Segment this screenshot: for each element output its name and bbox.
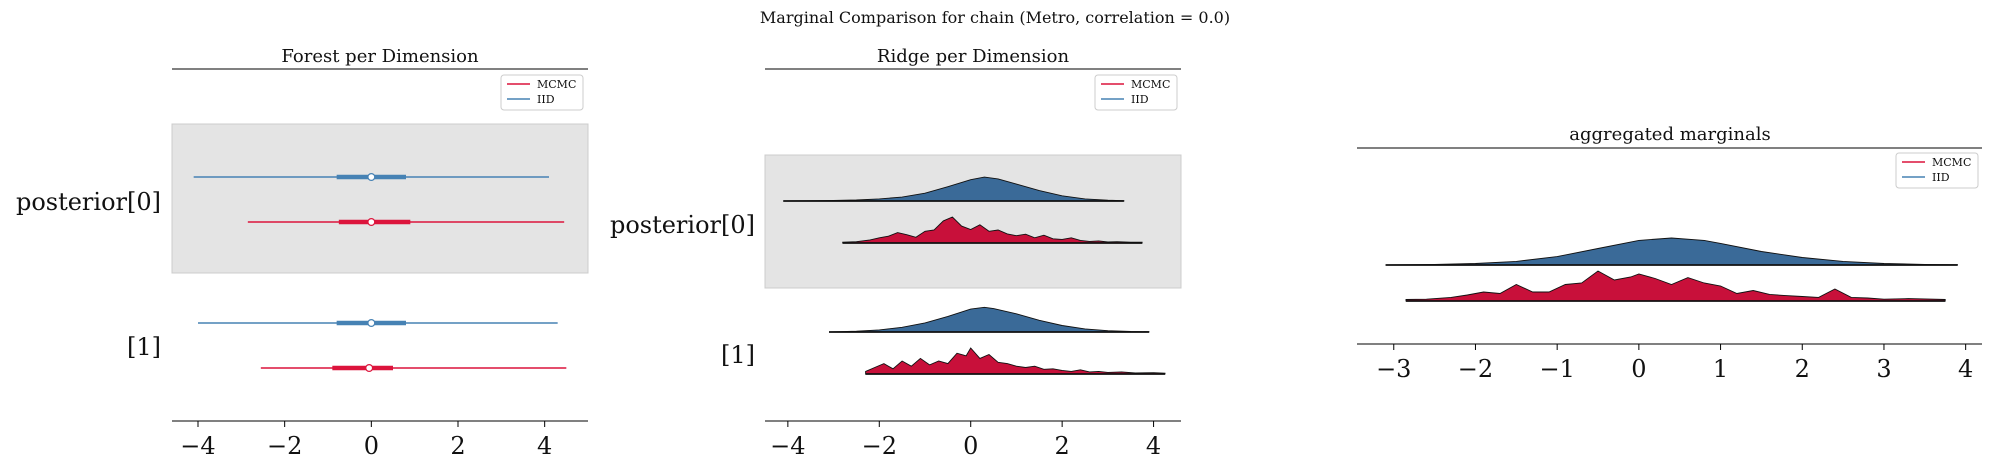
median-iid	[367, 173, 376, 182]
figure-suptitle: Marginal Comparison for chain (Metro, co…	[760, 8, 1230, 27]
legend-label-iid: IID	[1131, 93, 1149, 106]
legend-label-iid: IID	[1932, 171, 1950, 184]
panel-aggregated: aggregated marginals −3 −2 −1 0 1 2 3 4 MCMC II…	[1357, 124, 1982, 383]
x-tick-label: 1	[1713, 355, 1728, 383]
panel-forest: Forest per Dimension posterior[0] [1] −4…	[16, 46, 589, 460]
legend-label-mcmc: MCMC	[1932, 156, 1971, 169]
panel-title: aggregated marginals	[1569, 124, 1770, 145]
forest-marks	[193, 173, 567, 373]
legend-label-mcmc: MCMC	[1131, 78, 1170, 91]
x-tick-label: 2	[1795, 355, 1810, 383]
ridge-area-mcmc	[1405, 270, 1946, 302]
x-tick-label: 0	[963, 432, 978, 460]
ridge-area-iid	[828, 306, 1150, 333]
x-tick-label: −2	[267, 432, 302, 460]
panel-ridge: Ridge per Dimension posterior[0] [1] −4−…	[610, 46, 1182, 460]
legend: MCMC IID	[500, 74, 584, 111]
median-mcmc	[365, 364, 374, 373]
median-mcmc	[367, 218, 376, 227]
x-tick-label: −1	[1539, 355, 1574, 383]
legend-label-iid: IID	[537, 93, 555, 106]
ridge-marks	[783, 176, 1166, 375]
x-ticks: −4 −2 0 2 4	[180, 421, 552, 460]
x-tick-label: −4	[770, 432, 805, 460]
x-tick-label: 3	[1876, 355, 1891, 383]
ridge-marks	[1385, 237, 1958, 302]
x-tick-label: −2	[1458, 355, 1493, 383]
ylabel-dim1: [1]	[127, 333, 161, 361]
median-iid	[367, 319, 376, 328]
highlight-band-posterior0	[171, 123, 589, 274]
ylabel-posterior0: posterior[0]	[16, 188, 161, 216]
ridge-area-iid	[1385, 237, 1958, 266]
x-tick-label: 4	[537, 432, 552, 460]
ylabel-dim1: [1]	[721, 341, 755, 369]
ridge-area-mcmc	[842, 216, 1143, 244]
x-tick-label: −2	[862, 432, 897, 460]
legend: MCMC IID	[1895, 152, 1979, 189]
x-tick-label: 4	[1958, 355, 1973, 383]
x-tick-label: 0	[364, 432, 379, 460]
x-tick-label: 2	[1055, 432, 1070, 460]
x-tick-label: 2	[450, 432, 465, 460]
x-tick-label: 0	[1631, 355, 1646, 383]
ridge-area-mcmc	[865, 347, 1166, 375]
x-ticks: −3 −2 −1 0 1 2 3 4	[1376, 344, 1973, 383]
legend-label-mcmc: MCMC	[537, 78, 576, 91]
legend: MCMC IID	[1094, 74, 1178, 111]
x-ticks: −4 −2 0 2 4	[770, 421, 1161, 460]
x-tick-label: −3	[1376, 355, 1411, 383]
x-tick-label: −4	[180, 432, 215, 460]
ylabel-posterior0: posterior[0]	[610, 211, 755, 239]
panel-title: Forest per Dimension	[281, 46, 479, 67]
panel-title: Ridge per Dimension	[877, 46, 1070, 67]
highlight-band-posterior0	[764, 154, 1182, 289]
x-tick-label: 4	[1146, 432, 1161, 460]
